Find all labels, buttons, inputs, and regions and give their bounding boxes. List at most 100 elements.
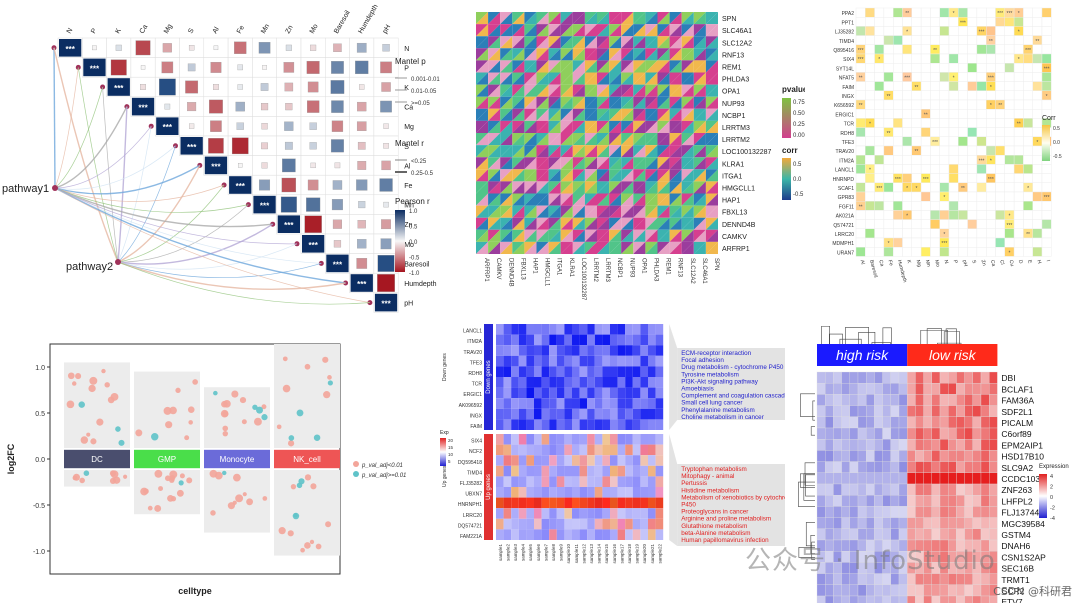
heat-cell: [930, 237, 940, 248]
tri-lower: [500, 193, 513, 206]
heat-cell: [892, 182, 903, 193]
heat-cell: [958, 81, 968, 91]
sig-mark: ***: [1044, 195, 1050, 201]
heat-cell: [1041, 173, 1052, 184]
heat-cell: [883, 164, 894, 174]
heat-cell: [923, 371, 932, 384]
heat-cell: [572, 419, 580, 430]
heat-cell: [915, 528, 924, 541]
gene-label: MGC39584: [1001, 519, 1045, 529]
heat-cell: [1041, 99, 1052, 110]
tri-lower: [536, 205, 549, 218]
tri-upper: [524, 181, 537, 194]
heat-cell: [882, 495, 891, 507]
heat-cell: [833, 427, 842, 440]
corr-square: [383, 123, 389, 129]
sig-mark: **: [989, 39, 993, 45]
tri-lower: [476, 60, 489, 73]
heat-cell: [920, 246, 931, 257]
heat-cell: [625, 355, 633, 367]
heat-cell: [958, 210, 968, 220]
heat-cell: [841, 472, 850, 485]
heat-cell: [556, 444, 565, 456]
mantel-link: [54, 106, 128, 189]
sig-mark: ***: [1007, 11, 1013, 17]
data-point: [282, 384, 291, 393]
heat-cell: [602, 398, 610, 409]
heat-cell: [972, 472, 982, 485]
heat-cell: [890, 427, 900, 440]
tri-upper: [705, 205, 718, 218]
heat-cell: [948, 44, 959, 55]
tri-lower: [597, 72, 610, 85]
up-pathway: Arginine and proline metabolism: [681, 516, 771, 523]
sample-label: sample20: [642, 544, 647, 564]
heat-cell: [625, 408, 633, 420]
heat-cell: [989, 371, 998, 384]
heat-cell: [958, 53, 968, 64]
heat-cell: [898, 495, 908, 507]
heat-cell: [920, 90, 931, 101]
data-point: [67, 372, 75, 380]
heat-cell: [816, 495, 826, 507]
legend-tick: 4: [1050, 474, 1053, 480]
heat-cell: [1013, 182, 1024, 193]
heat-cell: [1004, 228, 1015, 239]
gene-row-label: LRRTM2: [722, 137, 750, 144]
heat-cell: [833, 405, 842, 417]
heat-cell: [849, 383, 859, 395]
tri-lower: [500, 229, 513, 242]
heat-cell: [518, 345, 527, 356]
mantel-link: [54, 187, 249, 213]
tri-lower: [657, 169, 670, 182]
heat-cell: [882, 450, 891, 462]
heat-cell: [866, 405, 875, 417]
heat-cell: [930, 210, 940, 220]
tri-upper: [705, 157, 718, 170]
heat-cell: [594, 366, 603, 377]
heat-cell: [579, 508, 588, 519]
tri-upper: [500, 205, 513, 218]
tri-lower: [548, 133, 561, 146]
heat-cell: [617, 398, 626, 409]
data-point: [175, 387, 181, 394]
heat-cell: [874, 136, 885, 147]
heat-cell: [825, 394, 834, 406]
heat-cell: [956, 405, 965, 417]
heat-cell: [958, 7, 968, 18]
tri-upper: [705, 84, 718, 97]
tri-lower: [597, 205, 610, 218]
heat-cell: [632, 476, 641, 487]
tri-upper: [524, 145, 537, 158]
heat-cell: [882, 517, 891, 529]
tri-upper: [476, 84, 489, 97]
risk-chart: high risk low riskDBIBCLAF1FAM36ASDF2L1PI…: [798, 325, 1069, 603]
heat-cell: [882, 439, 891, 451]
heat-cell: [625, 419, 633, 430]
tri-upper: [500, 48, 513, 61]
diag-cell: [59, 39, 82, 57]
heat-cell: [923, 405, 932, 417]
col-label: N: [942, 259, 949, 264]
tri-upper: [584, 181, 597, 194]
corr-square: [380, 61, 392, 74]
heat-cell: [967, 72, 978, 82]
heat-cell: [958, 191, 968, 202]
gene-corr-chart: SPNSPNSLC46A1SLC46A1SLC12A2SLC12A2RNF13R…: [476, 12, 805, 301]
heat-cell: [640, 476, 648, 487]
corr-square: [380, 238, 392, 250]
heat-cell: [931, 483, 941, 496]
heat-cell: [857, 517, 867, 529]
legend-tick: 0.0: [409, 240, 418, 246]
tri-upper: [476, 145, 489, 158]
heat-cell: [841, 439, 850, 451]
heat-cell: [972, 439, 982, 451]
heat-cell: [579, 444, 588, 456]
legend-title: Expression: [1039, 464, 1069, 470]
down-pathway: Choline metabolism in cancer: [681, 414, 764, 421]
tri-upper: [524, 169, 537, 182]
heat-cell: [964, 595, 973, 603]
legend-tick: 1.0: [409, 209, 418, 215]
heat-cell: [976, 118, 987, 128]
